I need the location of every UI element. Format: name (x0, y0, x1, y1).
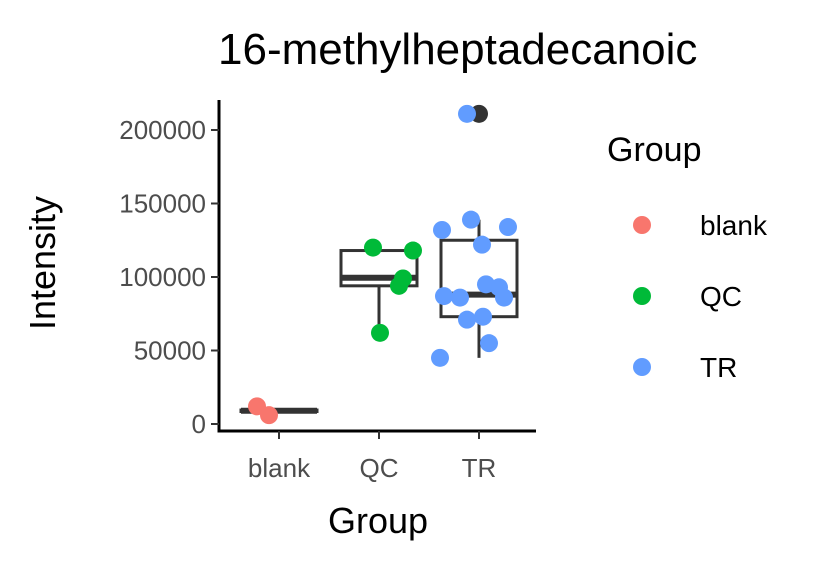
data-point-TR-0 (458, 104, 476, 123)
data-point-TR-2 (499, 218, 517, 237)
y-tick-label: 100000 (119, 262, 206, 292)
y-tick-label: 0 (192, 409, 206, 439)
data-point-TR-8 (451, 288, 469, 307)
chart-title: 16-methylheptadecanoic (218, 25, 697, 74)
legend-key-QC (633, 287, 651, 305)
data-point-TR-1 (462, 210, 480, 229)
y-tick-label: 200000 (119, 115, 206, 145)
data-point-TR-9 (495, 288, 513, 307)
data-point-TR-4 (473, 235, 491, 254)
y-axis-title: Intensity (22, 196, 63, 330)
data-point-QC-1 (404, 241, 422, 260)
data-point-blank-1 (260, 406, 278, 425)
plot-area (239, 104, 519, 425)
data-point-QC-0 (364, 238, 382, 257)
legend-key-blank (633, 216, 651, 234)
x-axis-title: Group (328, 500, 428, 541)
x-tick-label: QC (360, 453, 399, 483)
legend-label: TR (700, 352, 737, 383)
axes: 0 50000 100000 150000 200000 blank QC TR (119, 100, 536, 483)
data-point-TR-3 (433, 220, 451, 239)
data-point-TR-11 (458, 310, 476, 329)
legend: Group blank QC TR (607, 131, 768, 383)
data-point-TR-7 (435, 287, 453, 306)
data-point-QC-4 (371, 323, 389, 342)
data-point-TR-10 (474, 307, 492, 326)
legend-title: Group (607, 131, 702, 169)
x-tick-label: blank (248, 453, 311, 483)
data-point-TR-13 (431, 348, 449, 367)
legend-label: QC (700, 281, 742, 312)
data-point-TR-12 (480, 334, 498, 353)
y-tick-label: 150000 (119, 189, 206, 219)
y-tick-label: 50000 (134, 336, 206, 366)
x-tick-label: TR (462, 453, 497, 483)
data-point-QC-3 (390, 276, 408, 295)
legend-key-TR (633, 358, 651, 376)
legend-label: blank (700, 210, 768, 241)
